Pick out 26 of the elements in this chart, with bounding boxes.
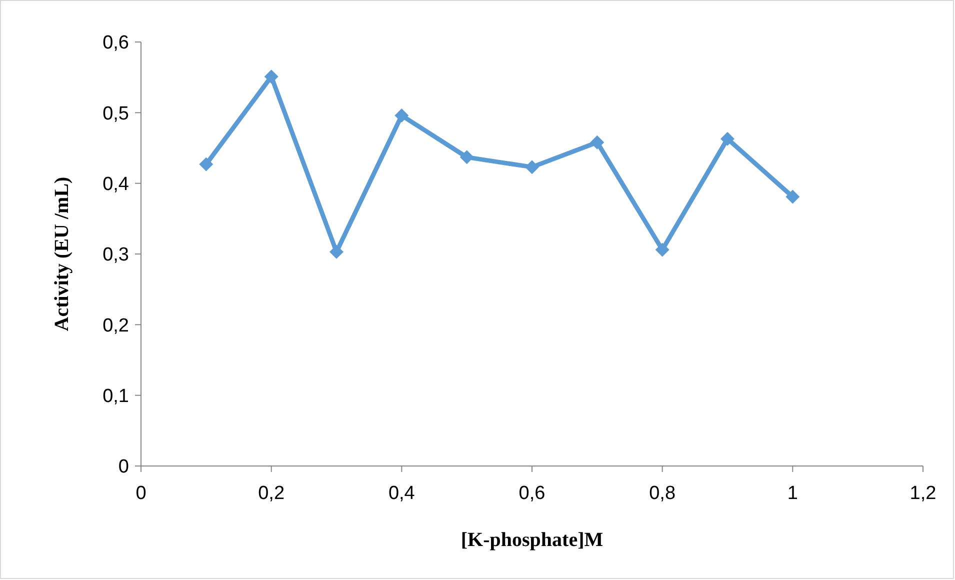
x-tick-label: 1,2 — [910, 483, 936, 504]
point — [786, 190, 800, 204]
point — [199, 157, 214, 172]
point — [330, 244, 344, 259]
y-axis-title: Activity (EU /mL) — [51, 176, 73, 332]
y-tick-label: 0,3 — [102, 244, 129, 266]
x-axis-title: [K-phosphate]M — [460, 529, 604, 551]
x-tick-label: 0,4 — [388, 483, 416, 504]
x-tick-label: 0,8 — [649, 483, 676, 504]
x-tick-label: 1 — [787, 483, 798, 504]
x-tick-label: 0,2 — [258, 483, 285, 504]
y-tick-label: 0,4 — [102, 174, 130, 195]
point — [525, 160, 539, 174]
y-tick-label: 0 — [118, 456, 129, 478]
point — [460, 150, 474, 164]
x-tick-label: 0,6 — [518, 483, 546, 504]
y-tick-label: 0,5 — [102, 103, 129, 124]
point — [590, 135, 604, 150]
y-tick-label: 0,2 — [102, 315, 129, 336]
point — [720, 132, 734, 146]
y-tick-label: 0,1 — [102, 386, 129, 407]
x-tick-label: 0 — [136, 483, 146, 504]
point — [264, 70, 278, 84]
point — [655, 242, 670, 257]
y-tick-label: 0,6 — [102, 32, 129, 54]
point — [394, 108, 409, 122]
